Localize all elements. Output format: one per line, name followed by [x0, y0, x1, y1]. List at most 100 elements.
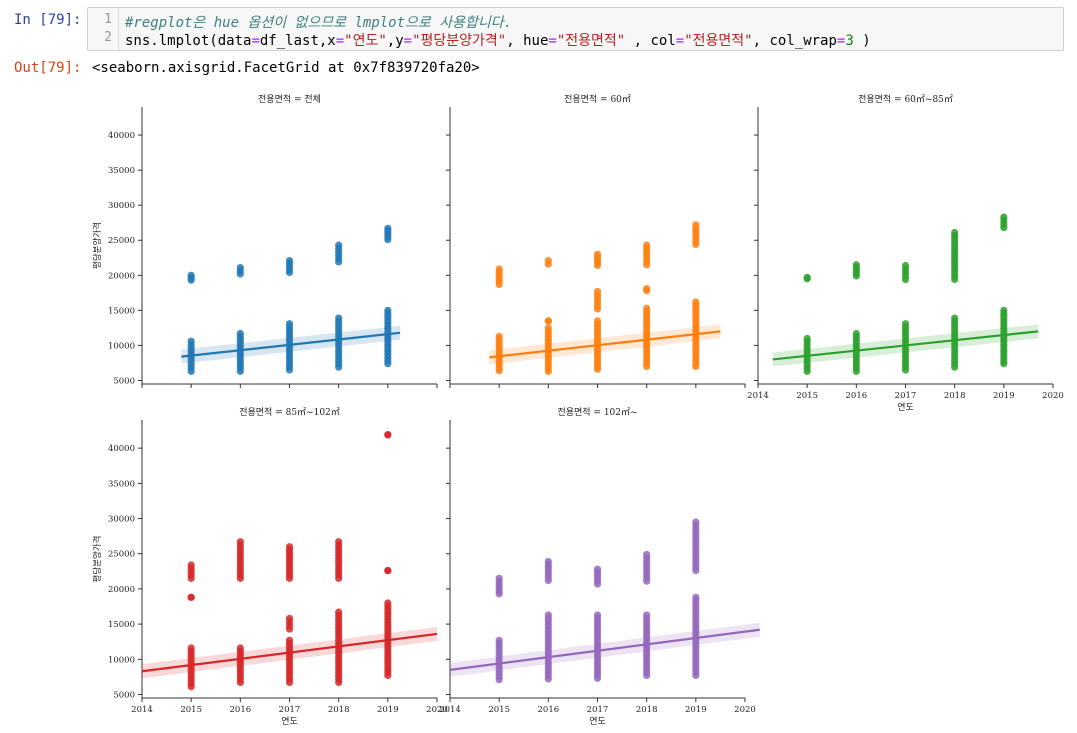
y-tick-label: 20000 [108, 585, 135, 595]
regression-line [449, 628, 760, 671]
input-prompt: In [79]: [14, 12, 82, 28]
x-tick-label: 2015 [796, 391, 818, 401]
data-point [593, 580, 602, 588]
regression-line [772, 330, 1039, 361]
data-point [495, 676, 503, 684]
code-line: sns.lmplot(data=df_last,x="연도",y="평당분양가격… [125, 30, 871, 50]
data-point [335, 678, 343, 687]
regression-line [141, 632, 438, 673]
code-token: = [548, 33, 557, 49]
regression-line [181, 331, 401, 358]
y-tick-label: 40000 [108, 131, 135, 141]
code-token: ) [853, 33, 871, 49]
data-point [384, 671, 392, 680]
x-tick-label: 2020 [426, 705, 448, 715]
data-point [544, 576, 552, 585]
data-point [643, 362, 651, 371]
y-tick-label: 5000 [113, 690, 135, 700]
y-tick-label: 25000 [108, 550, 135, 560]
facet-panel: 전용면적 = 85㎡~102㎡ 5000 10000 15000 20000 25000 3… [92, 406, 448, 727]
data-point [285, 574, 294, 582]
y-tick-label: 5000 [113, 376, 135, 386]
data-point [384, 360, 392, 368]
facet-title: 전용면적 = 60㎡ [564, 93, 631, 105]
y-tick-label: 35000 [108, 166, 135, 176]
x-tick-label: 2014 [747, 391, 769, 401]
x-tick-label: 2019 [993, 391, 1015, 401]
data-point [335, 258, 343, 266]
data-point [187, 574, 195, 582]
x-tick-label: 2016 [846, 391, 868, 401]
data-point [285, 366, 294, 374]
data-point [593, 365, 602, 373]
data-point [544, 675, 552, 683]
data-point [285, 678, 294, 687]
data-point [335, 363, 343, 371]
data-point [187, 593, 195, 601]
code-token: ,y [386, 33, 404, 49]
data-point [951, 363, 959, 371]
code-cell-input[interactable]: 1 2 #regplot은 hue 옵션이 없으므로 lmplot으로 사용합니… [87, 7, 1064, 51]
output-prompt: Out[79]: [14, 60, 82, 76]
data-point [236, 367, 244, 375]
facet-title: 전용면적 = 전체 [258, 93, 321, 105]
x-tick-label: 2017 [895, 391, 917, 401]
y-tick-label: 10000 [108, 655, 135, 665]
data-point [643, 577, 651, 585]
facet-panel: 전용면적 = 60㎡ [446, 93, 746, 388]
x-tick-label: 2019 [685, 705, 707, 715]
data-point [384, 567, 392, 575]
y-tick-label: 10000 [108, 341, 135, 351]
data-point [495, 280, 503, 289]
data-point [236, 678, 244, 687]
x-axis-label: 연도 [897, 402, 914, 413]
code-token: "연도" [344, 33, 387, 49]
data-point [803, 367, 811, 375]
x-tick-label: 2015 [488, 705, 510, 715]
x-axis-label: 연도 [281, 716, 298, 727]
x-tick-label: 2014 [439, 705, 461, 715]
code-token: "평당분양가격" [412, 33, 507, 49]
data-point [544, 317, 552, 325]
code-token: = [675, 33, 685, 49]
data-point [803, 275, 811, 283]
data-point [236, 270, 244, 278]
code-token: , hue [506, 33, 549, 49]
data-point [951, 275, 959, 284]
y-axis-label: 평당분양가격 [92, 536, 103, 583]
y-tick-label: 30000 [108, 515, 135, 525]
line-number: 2 [104, 30, 112, 45]
data-point [692, 362, 700, 371]
code-token: "전용면적" [684, 33, 753, 49]
data-point [692, 240, 700, 249]
x-tick-label: 2018 [328, 705, 350, 715]
data-point [901, 275, 910, 284]
x-tick-label: 2019 [377, 705, 399, 715]
facet-title: 전용면적 = 85㎡~102㎡ [239, 406, 340, 418]
data-point [495, 367, 503, 375]
data-point [593, 674, 602, 682]
data-point [1000, 360, 1008, 368]
y-tick-label: 15000 [108, 620, 135, 630]
facet-panel: 전용면적 = 102㎡~ 2014 2015 2016 2017 2018 2019 2020… [439, 406, 760, 727]
y-axis-label: 평당분양가격 [92, 222, 103, 269]
x-axis-label: 연도 [589, 716, 606, 727]
x-tick-label: 2020 [734, 705, 756, 715]
x-tick-label: 2020 [1042, 391, 1064, 401]
data-point [852, 367, 860, 375]
code-token: 3 [845, 33, 854, 49]
facet-title: 전용면적 = 60㎡~85㎡ [858, 93, 953, 105]
data-point [544, 367, 552, 375]
x-tick-label: 2017 [587, 705, 609, 715]
data-point [593, 261, 602, 270]
y-tick-label: 35000 [108, 479, 135, 489]
data-point [187, 367, 195, 375]
facet-panel: 전용면적 = 60㎡~85㎡ 2014 2015 2016 2017 2018 2019 20… [747, 93, 1064, 413]
code-token: = [403, 33, 413, 49]
data-point [187, 276, 195, 284]
code-token: = [335, 33, 345, 49]
data-point [692, 671, 700, 680]
data-point [384, 235, 392, 244]
x-tick-label: 2015 [180, 705, 202, 715]
